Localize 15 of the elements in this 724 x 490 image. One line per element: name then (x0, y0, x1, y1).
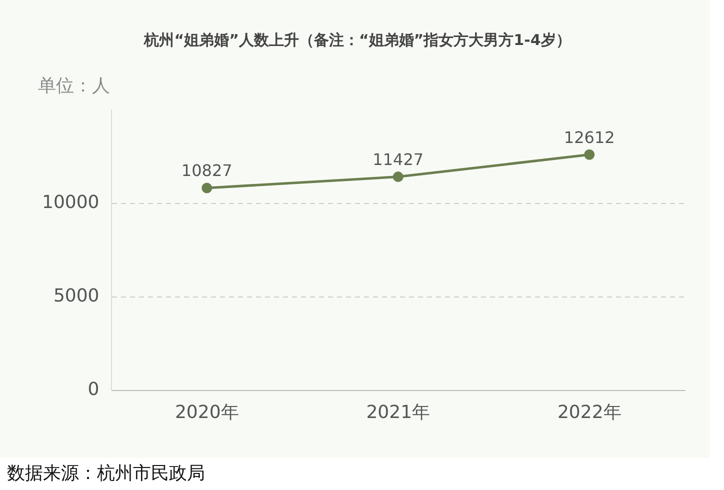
data-label: 10827 (181, 161, 232, 180)
source-note: 数据来源：杭州市民政局 (7, 462, 205, 485)
data-label: 11427 (372, 150, 424, 169)
x-tick-label: 2020年 (174, 402, 239, 423)
point (202, 182, 212, 194)
point (584, 149, 595, 160)
data-label: 12612 (564, 128, 615, 147)
y-tick-label: 0 (88, 379, 100, 400)
y-tick-label: 5000 (53, 286, 100, 307)
x-tick-label: 2022年 (557, 402, 622, 423)
y-axis-title: 单位：人 (38, 76, 110, 97)
y-tick-label: 10000 (42, 192, 100, 214)
point (392, 172, 404, 182)
chart-title: 杭州“姐弟婚”人数上升（备注：“姐弟婚”指女方大男方1-4岁） (143, 30, 571, 49)
x-tick-label: 2021年 (366, 402, 430, 423)
